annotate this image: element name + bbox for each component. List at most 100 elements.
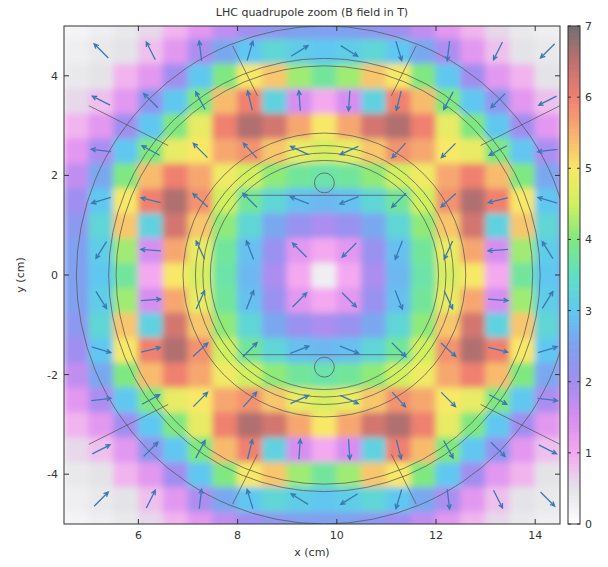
heatmap-cell	[436, 138, 462, 164]
heatmap-cell	[237, 312, 263, 338]
colorbar-slice	[568, 40, 580, 44]
colorbar-slice	[568, 239, 580, 243]
heatmap-cell	[411, 312, 437, 338]
heatmap-cell	[436, 63, 462, 89]
colorbar-slice	[568, 133, 580, 137]
y-tick	[555, 175, 560, 176]
heatmap-cell	[287, 262, 313, 288]
heatmap-cell	[312, 26, 338, 39]
colorbar-slice	[568, 517, 580, 521]
colorbar-slice	[568, 378, 580, 382]
heatmap-cell	[138, 436, 164, 462]
heatmap-cell	[188, 486, 214, 512]
heatmap-cell	[460, 312, 486, 338]
field-arrow	[247, 91, 253, 110]
heatmap-cell	[460, 212, 486, 238]
field-arrow	[243, 343, 257, 357]
heatmap-cell	[361, 26, 387, 39]
heatmap-cell	[188, 387, 214, 413]
heatmap-cell	[312, 262, 338, 288]
x-tick	[336, 26, 337, 31]
heatmap-cell	[287, 337, 313, 363]
colorbar-tick	[568, 168, 571, 169]
colorbar-slice	[568, 403, 580, 407]
heatmap-cell	[460, 511, 486, 524]
heatmap-cell	[411, 387, 437, 413]
chart-title: LHC quadrupole zoom (B field in T)	[216, 6, 408, 19]
colorbar-slice	[568, 222, 580, 226]
heatmap-cell	[287, 287, 313, 313]
heatmap-cell	[361, 411, 387, 437]
heatmap-cell	[88, 212, 114, 238]
heatmap-cell	[64, 88, 89, 114]
colorbar-tick	[568, 310, 571, 311]
colorbar-slice	[568, 318, 580, 322]
heatmap-cell	[237, 113, 263, 139]
field-arrow	[144, 94, 158, 108]
colorbar-slice	[568, 439, 580, 443]
colorbar-slice	[568, 325, 580, 329]
colorbar-slice	[568, 300, 580, 304]
colorbar-slice	[568, 165, 580, 169]
field-arrow	[290, 346, 309, 354]
field-arrow	[291, 146, 309, 155]
heatmap-cell	[188, 38, 214, 64]
colorbar-slice	[568, 30, 580, 34]
heatmap-cell	[312, 362, 338, 388]
heatmap-cell	[361, 262, 387, 288]
colorbar-tick	[568, 97, 571, 98]
colorbar-slice	[568, 321, 580, 325]
outline-circle	[314, 173, 334, 193]
x-tick	[436, 519, 437, 524]
colorbar-slice	[568, 432, 580, 436]
heatmap-cell	[138, 38, 164, 64]
heatmap-cell	[361, 436, 387, 462]
heatmap-cell	[535, 337, 560, 363]
heatmap-cell	[386, 436, 412, 462]
heatmap-cell	[485, 337, 511, 363]
heatmap-cell	[510, 387, 536, 413]
heatmap-cell	[336, 287, 362, 313]
field-arrow	[92, 347, 111, 354]
field-arrow	[541, 44, 555, 58]
heatmap-cell	[535, 262, 560, 288]
colorbar-slice	[568, 471, 580, 475]
y-tick	[64, 275, 69, 276]
heatmap-cell	[262, 162, 288, 188]
heatmap-cell	[411, 411, 437, 437]
field-arrow	[141, 297, 161, 301]
field-arrow	[488, 198, 507, 204]
heatmap-cell	[212, 511, 238, 524]
field-arrow	[146, 490, 155, 508]
heatmap-cell	[436, 387, 462, 413]
heatmap-cell	[138, 88, 164, 114]
heatmap-cell	[411, 337, 437, 363]
heatmap-cell	[212, 187, 238, 213]
colorbar-slice	[568, 200, 580, 204]
heatmap-cell	[361, 113, 387, 139]
heatmap-cell	[163, 187, 189, 213]
colorbar-slice	[568, 311, 580, 315]
heatmap-cell	[460, 486, 486, 512]
colorbar-tick	[577, 381, 580, 382]
field-arrow	[340, 395, 358, 404]
field-arrow	[489, 146, 507, 155]
colorbar-slice	[568, 225, 580, 229]
colorbar-slice	[568, 279, 580, 283]
heatmap-cell	[237, 387, 263, 413]
heatmap-cell	[113, 262, 139, 288]
heatmap-cell	[485, 162, 511, 188]
field-arrow	[298, 439, 302, 459]
heatmap-cell	[336, 436, 362, 462]
field-arrow	[146, 42, 155, 60]
heatmap-cell	[262, 237, 288, 263]
heatmap-cell	[460, 262, 486, 288]
field-arrow	[538, 197, 557, 204]
heatmap-cell	[510, 486, 536, 512]
heatmap-cell	[262, 287, 288, 313]
field-arrow	[297, 91, 301, 111]
colorbar-slice	[568, 211, 580, 215]
colorbar-slice	[568, 54, 580, 58]
heatmap-cell	[460, 237, 486, 263]
heatmap-cell	[386, 362, 412, 388]
